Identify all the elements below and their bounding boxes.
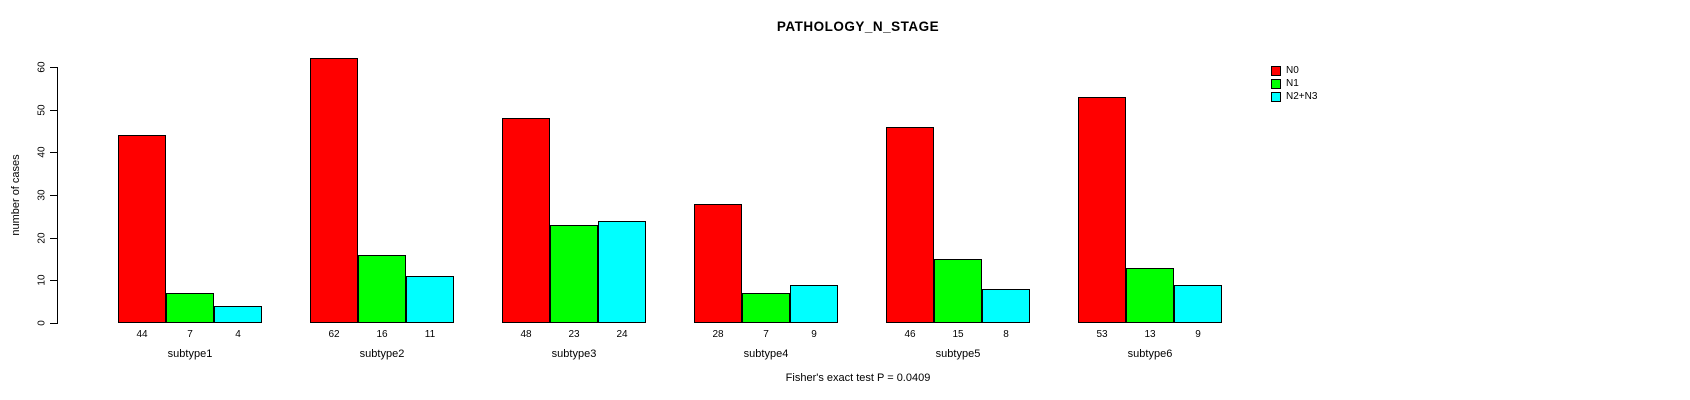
legend: N0 N1 N2+N3	[1271, 64, 1317, 103]
bar-value-label: 15	[952, 329, 964, 340]
bar-N0-subtype1	[118, 135, 166, 323]
chart-title: PATHOLOGY_N_STAGE	[776, 19, 940, 34]
bar-N2+N3-subtype2	[406, 276, 454, 323]
bar-value-label: 24	[616, 329, 628, 340]
y-tick-label: 60	[36, 61, 48, 73]
bar-value-label: 53	[1096, 329, 1108, 340]
bar-N2+N3-subtype1	[214, 306, 262, 323]
bar-value-label: 13	[1144, 329, 1156, 340]
bar-value-label: 9	[1195, 329, 1201, 340]
bar-value-label: 7	[187, 329, 193, 340]
category-label-subtype2: subtype2	[359, 348, 405, 360]
bar-N1-subtype3	[550, 225, 598, 323]
legend-swatch-N0	[1271, 65, 1281, 76]
y-axis-tick	[50, 195, 58, 196]
legend-label: N1	[1286, 77, 1299, 89]
y-tick-label: 50	[36, 104, 48, 116]
bar-N0-subtype6	[1078, 97, 1126, 323]
bar-N0-subtype3	[502, 118, 550, 323]
bar-value-label: 9	[811, 329, 817, 340]
annotation-text: Fisher's exact test P = 0.0409	[785, 372, 931, 384]
y-tick-label: 20	[36, 232, 48, 244]
bar-N1-subtype2	[358, 255, 406, 323]
category-label-subtype1: subtype1	[167, 348, 213, 360]
bar-value-label: 4	[235, 329, 241, 340]
y-axis-tick	[50, 67, 58, 68]
bar-N1-subtype4	[742, 293, 790, 323]
bar-value-label: 23	[568, 329, 580, 340]
category-label-subtype3: subtype3	[551, 348, 597, 360]
legend-entry-N1: N1	[1271, 77, 1317, 90]
bar-N0-subtype2	[310, 58, 358, 323]
bar-N0-subtype5	[886, 127, 934, 323]
y-tick-label: 40	[36, 146, 48, 158]
bar-N1-subtype1	[166, 293, 214, 323]
bar-N1-subtype5	[934, 259, 982, 323]
category-label-subtype5: subtype5	[935, 348, 981, 360]
y-axis-tick	[50, 238, 58, 239]
bar-value-label: 62	[328, 329, 340, 340]
bar-value-label: 48	[520, 329, 532, 340]
category-label-subtype4: subtype4	[743, 348, 789, 360]
bar-N2+N3-subtype5	[982, 289, 1030, 323]
bar-N2+N3-subtype4	[790, 285, 838, 323]
bar-N0-subtype4	[694, 204, 742, 323]
legend-label: N2+N3	[1286, 90, 1318, 102]
bar-value-label: 44	[136, 329, 148, 340]
bar-N1-subtype6	[1126, 268, 1174, 323]
legend-swatch-N2+N3	[1271, 91, 1281, 102]
bar-N2+N3-subtype6	[1174, 285, 1222, 323]
bar-value-label: 8	[1003, 329, 1009, 340]
y-tick-label: 10	[36, 274, 48, 286]
y-axis-tick	[50, 280, 58, 281]
category-label-subtype6: subtype6	[1127, 348, 1173, 360]
legend-entry-N2+N3: N2+N3	[1271, 90, 1317, 103]
bar-value-label: 46	[904, 329, 916, 340]
bar-value-label: 11	[424, 329, 436, 340]
legend-entry-N0: N0	[1271, 64, 1317, 77]
y-axis-tick	[50, 323, 58, 324]
legend-swatch-N1	[1271, 78, 1281, 89]
y-axis-tick	[50, 152, 58, 153]
y-axis-label: number of cases	[10, 154, 22, 236]
bar-N2+N3-subtype3	[598, 221, 646, 323]
y-axis-tick	[50, 110, 58, 111]
legend-label: N0	[1286, 64, 1299, 76]
y-tick-label: 0	[36, 320, 48, 326]
y-tick-label: 30	[36, 189, 48, 201]
bar-value-label: 28	[712, 329, 724, 340]
bar-value-label: 16	[376, 329, 388, 340]
bar-value-label: 7	[763, 329, 769, 340]
